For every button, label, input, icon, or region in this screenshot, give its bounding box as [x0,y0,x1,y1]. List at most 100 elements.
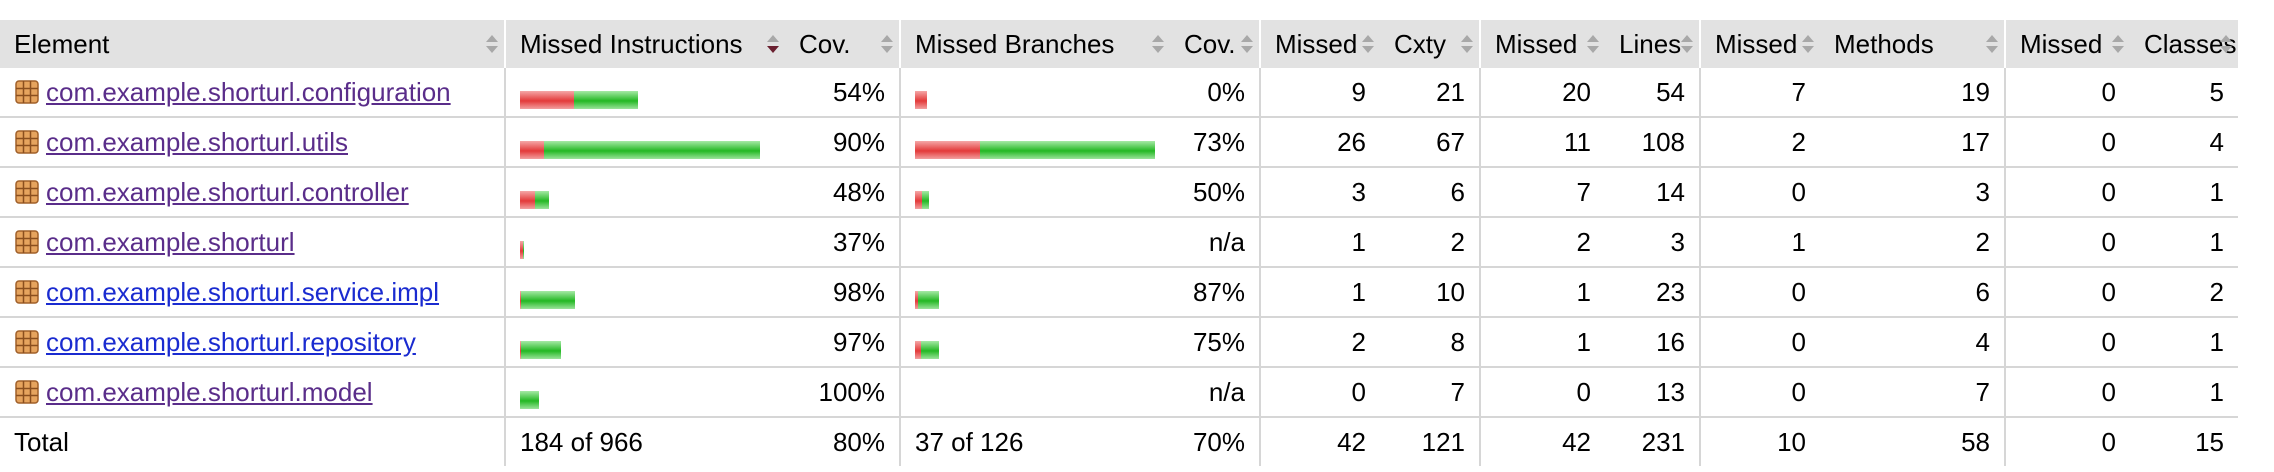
column-header-element[interactable]: Element [0,20,505,68]
instruction-coverage: 48% [832,176,885,207]
missed-complexity: 0 [1259,367,1380,417]
missed-methods: 0 [1699,167,1820,217]
column-header-missed-classes[interactable]: Missed [2004,20,2130,68]
total-lines: 231 [1641,426,1685,457]
instruction-covered-segment [520,390,539,409]
column-header-missed-branches-label: Missed Branches [915,28,1115,59]
column-header-lines-label: Lines [1619,28,1682,59]
column-header-methods[interactable]: Methods [1820,20,2005,68]
table-header: Element Missed Instructions Cov. Missed … [0,20,2238,68]
column-header-missed-instructions-label: Missed Instructions [520,28,743,59]
package-icon [14,79,40,105]
instruction-missed-segment [520,340,521,359]
complexity: 67 [1436,126,1465,157]
classes: 1 [2209,376,2224,407]
column-header-branch-coverage[interactable]: Cov. [1170,20,1260,68]
package-link[interactable]: com.example.shorturl.controller [46,176,409,207]
methods: 17 [1961,126,1990,157]
missed-lines: 1 [1479,267,1605,317]
table-row: com.example.shorturl.model 100% n/a 0 7 0 13 0 7… [0,367,2238,417]
missed-instructions-cell [504,117,785,167]
classes: 5 [2209,76,2224,107]
branch-missed-segment [915,190,922,209]
package-icon [14,329,40,355]
element-cell: com.example.shorturl.configuration [0,68,505,117]
branch-coverage-bar [915,135,1155,159]
column-header-missed-instructions[interactable]: Missed Instructions [504,20,785,68]
table-footer: Total 184 of 966 80% 37 of 126 70% 42 12… [0,417,2238,466]
column-header-complexity-label: Cxty [1394,28,1446,59]
column-header-complexity[interactable]: Cxty [1380,20,1480,68]
package-link[interactable]: com.example.shorturl.repository [46,326,416,357]
branch-coverage-bar [915,185,929,209]
sort-icon [1362,35,1374,53]
package-link[interactable]: com.example.shorturl [46,226,295,257]
column-header-classes-label: Classes [2144,28,2237,59]
sort-icon [1802,35,1814,53]
instruction-coverage: 90% [832,126,885,157]
column-header-classes[interactable]: Classes [2130,20,2238,68]
column-header-element-label: Element [14,28,110,59]
instruction-covered-segment [574,90,638,109]
total-row: Total 184 of 966 80% 37 of 126 70% 42 12… [0,417,2238,466]
total-missed-complexity: 42 [1259,417,1380,466]
instruction-coverage-bar [520,385,539,409]
missed-complexity: 1 [1259,217,1380,267]
missed-complexity: 1 [1259,267,1380,317]
complexity: 6 [1450,176,1465,207]
branch-missed-segment [915,340,921,359]
column-header-missed-lines[interactable]: Missed [1479,20,1605,68]
package-link[interactable]: com.example.shorturl.utils [46,126,348,157]
column-header-missed-branches[interactable]: Missed Branches [899,20,1170,68]
instruction-covered-segment [523,240,524,259]
column-header-lines[interactable]: Lines [1605,20,1700,68]
total-missed-instructions: 184 of 966 [504,417,785,466]
missed-lines: 1 [1479,317,1605,367]
missed-complexity: 9 [1259,68,1380,117]
instruction-missed-segment [520,190,535,209]
branch-covered-segment [918,290,939,309]
total-missed-classes: 0 [2004,417,2130,466]
classes: 1 [2209,176,2224,207]
methods: 3 [1975,176,1990,207]
package-link[interactable]: com.example.shorturl.configuration [46,76,451,107]
missed-instructions-cell [504,317,785,367]
column-header-missed-methods[interactable]: Missed [1699,20,1820,68]
instruction-coverage: 97% [832,326,885,357]
missed-lines: 20 [1479,68,1605,117]
instruction-missed-segment [520,140,544,159]
column-header-instruction-coverage[interactable]: Cov. [785,20,900,68]
column-header-missed-lines-label: Missed [1495,28,1578,59]
missed-branches-cell [899,367,1170,417]
sort-icon [881,35,893,53]
missed-lines: 0 [1479,367,1605,417]
package-icon [14,129,40,155]
complexity: 7 [1450,376,1465,407]
total-classes: 15 [2195,426,2224,457]
branch-coverage-bar [915,85,927,109]
sort-icon [1986,35,1998,53]
missed-instructions-cell [504,68,785,117]
sort-icon [1681,35,1693,53]
instruction-coverage-bar [520,135,760,159]
sort-icon [2112,35,2124,53]
complexity: 10 [1436,276,1465,307]
missed-branches-cell [899,317,1170,367]
missed-classes: 0 [2004,367,2130,417]
package-link[interactable]: com.example.shorturl.service.impl [46,276,440,307]
sort-icon [1587,35,1599,53]
instruction-covered-segment [521,290,575,309]
column-header-missed-complexity[interactable]: Missed [1259,20,1380,68]
package-link[interactable]: com.example.shorturl.model [46,376,373,407]
table-row: com.example.shorturl 37% n/a 1 2 2 3 1 2 0 1 [0,217,2238,267]
missed-branches-cell [899,117,1170,167]
lines: 54 [1656,76,1685,107]
instruction-coverage-bar [520,235,524,259]
classes: 1 [2209,226,2224,257]
complexity: 2 [1450,226,1465,257]
lines: 14 [1656,176,1685,207]
branch-covered-segment [922,190,929,209]
element-cell: com.example.shorturl.model [0,367,505,417]
instruction-coverage-bar [520,335,561,359]
complexity: 8 [1450,326,1465,357]
